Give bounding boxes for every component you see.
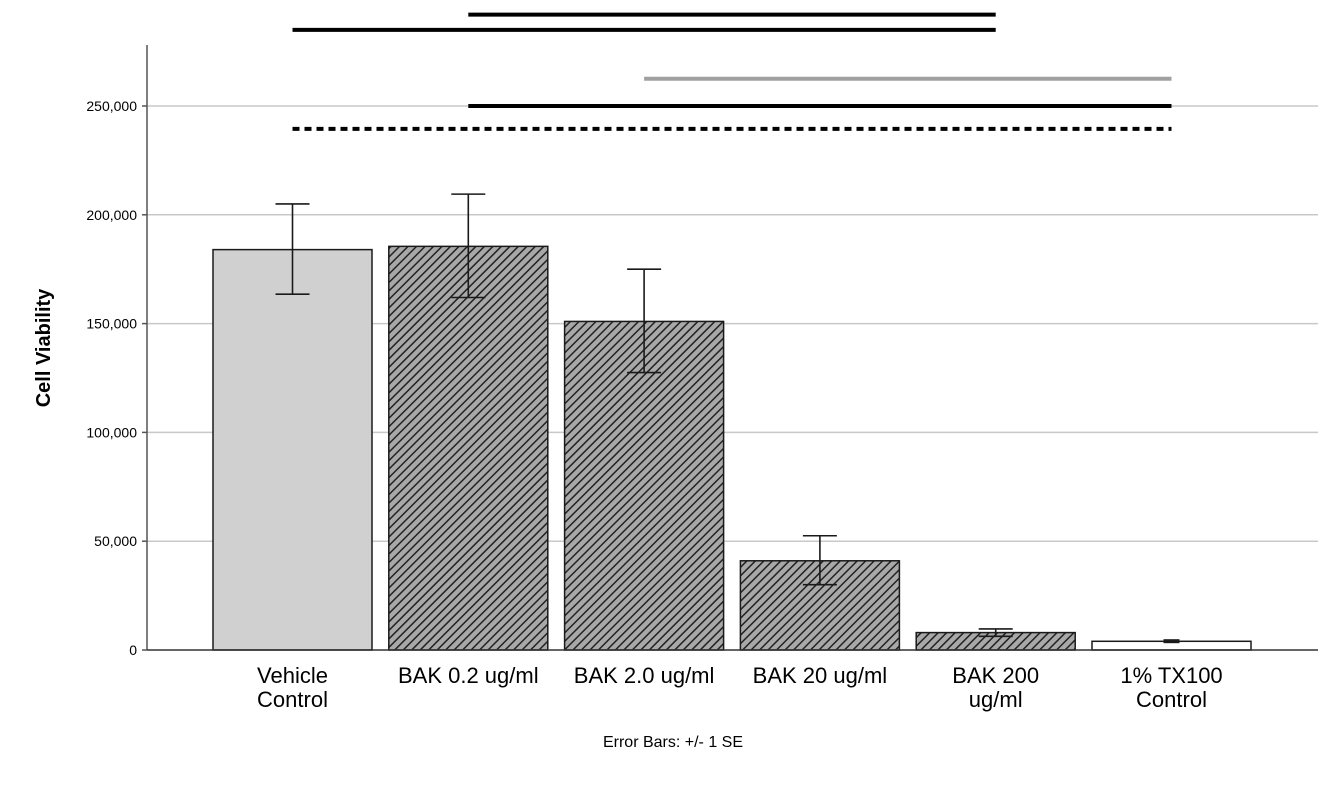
error-bars [275,193,1180,644]
tick-labels: 0 50,000 100,000 150,000 200,000 250,000 Vehic… [86,98,1222,712]
x-tick-label: Control [1136,687,1207,712]
x-tick-label: Vehicle [257,663,328,688]
y-tick-label: 50,000 [94,533,137,549]
y-tick-label: 0 [129,642,137,658]
y-tick-label: 250,000 [86,98,137,114]
x-tick-label: BAK 2.0 ug/ml [574,663,715,688]
bar [212,248,373,651]
bar [563,320,725,651]
bar [388,245,549,651]
axes [142,45,1318,651]
y-tick-label: 100,000 [86,424,137,440]
bars [212,245,1252,651]
y-tick-label: 200,000 [86,207,137,223]
y-tick-label: 150,000 [86,316,137,332]
error-bars-caption: Error Bars: +/- 1 SE [603,734,743,751]
x-tick-label: BAK 0.2 ug/ml [398,663,539,688]
x-tick-label: 1% TX100 [1120,663,1222,688]
comparison-lines [292,12,1172,131]
x-tick-label: ug/ml [969,687,1023,712]
y-axis-title: Cell Viability [33,288,55,407]
x-tick-label: BAK 200 [952,663,1039,688]
x-tick-label: Control [257,687,328,712]
x-tick-label: BAK 20 ug/ml [753,663,888,688]
